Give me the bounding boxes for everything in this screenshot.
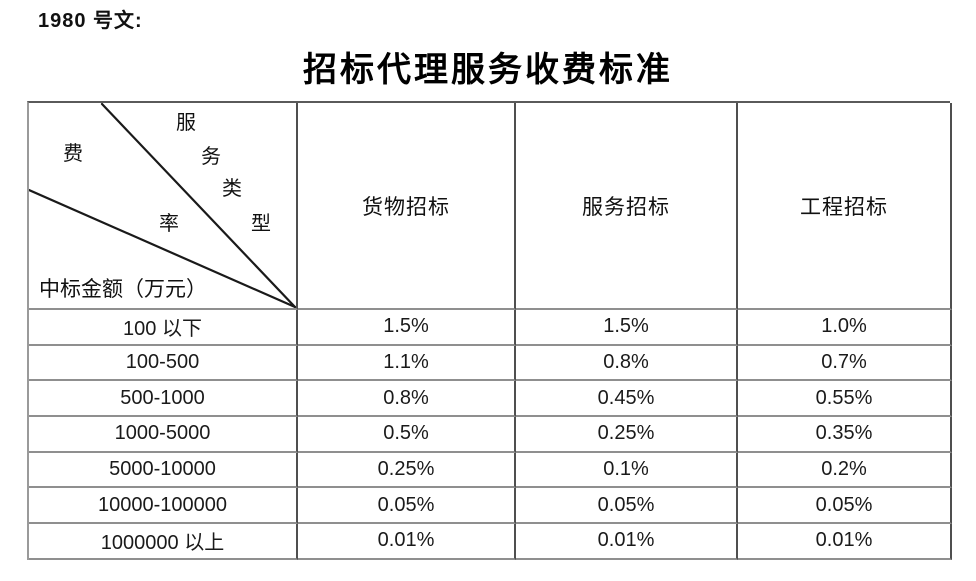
cell-value: 0.05% [298, 488, 516, 525]
diagonal-lines [29, 103, 296, 308]
row-label: 1000000 以上 [29, 524, 298, 560]
row-label: 500-1000 [29, 381, 298, 418]
cell-value: 0.01% [738, 524, 952, 560]
row-label: 100 以下 [29, 310, 298, 346]
row-axis-label: 中标金额（万元） [39, 277, 207, 301]
diagonal-header-cell: 服 务 类 型 费 率 中标金额（万元） [29, 103, 298, 310]
axis-service-type-char: 型 [251, 213, 271, 235]
cell-value: 1.5% [298, 310, 516, 346]
cell-value: 0.7% [738, 345, 952, 382]
axis-service-type-char: 服 [176, 112, 196, 134]
cell-value: 0.01% [516, 524, 738, 560]
cell-value: 0.5% [298, 417, 516, 453]
cell-value: 0.8% [298, 381, 516, 418]
row-label: 1000-5000 [29, 417, 298, 453]
row-label: 10000-100000 [29, 488, 298, 525]
axis-service-type-char: 务 [201, 146, 221, 168]
cell-value: 0.8% [516, 345, 738, 382]
cell-value: 1.1% [298, 345, 516, 382]
axis-service-type-char: 类 [222, 178, 242, 200]
cell-value: 0.1% [516, 452, 738, 489]
row-label: 5000-10000 [29, 452, 298, 489]
cell-value: 0.45% [516, 381, 738, 418]
row-label: 100-500 [29, 345, 298, 382]
cell-value: 0.05% [738, 488, 952, 525]
cell-value: 1.5% [516, 310, 738, 346]
page-title: 招标代理服务收费标准 [303, 52, 673, 89]
cell-value: 1.0% [738, 310, 952, 346]
doc-reference-number: 1980 号文: [38, 10, 143, 32]
column-header-engineering: 工程招标 [738, 103, 952, 310]
cell-value: 0.25% [298, 452, 516, 489]
fee-standard-table: 服 务 类 型 费 率 中标金额（万元） 货物招标 服务招标 工程招标 100 … [27, 101, 952, 560]
column-header-goods: 货物招标 [298, 103, 516, 310]
cell-value: 0.2% [738, 452, 952, 489]
cell-value: 0.25% [516, 417, 738, 453]
cell-value: 0.35% [738, 417, 952, 453]
column-header-services: 服务招标 [516, 103, 738, 310]
cell-value: 0.01% [298, 524, 516, 560]
cell-value: 0.55% [738, 381, 952, 418]
axis-fee-rate-char: 率 [159, 213, 179, 235]
axis-fee-rate-char: 费 [63, 143, 83, 165]
cell-value: 0.05% [516, 488, 738, 525]
